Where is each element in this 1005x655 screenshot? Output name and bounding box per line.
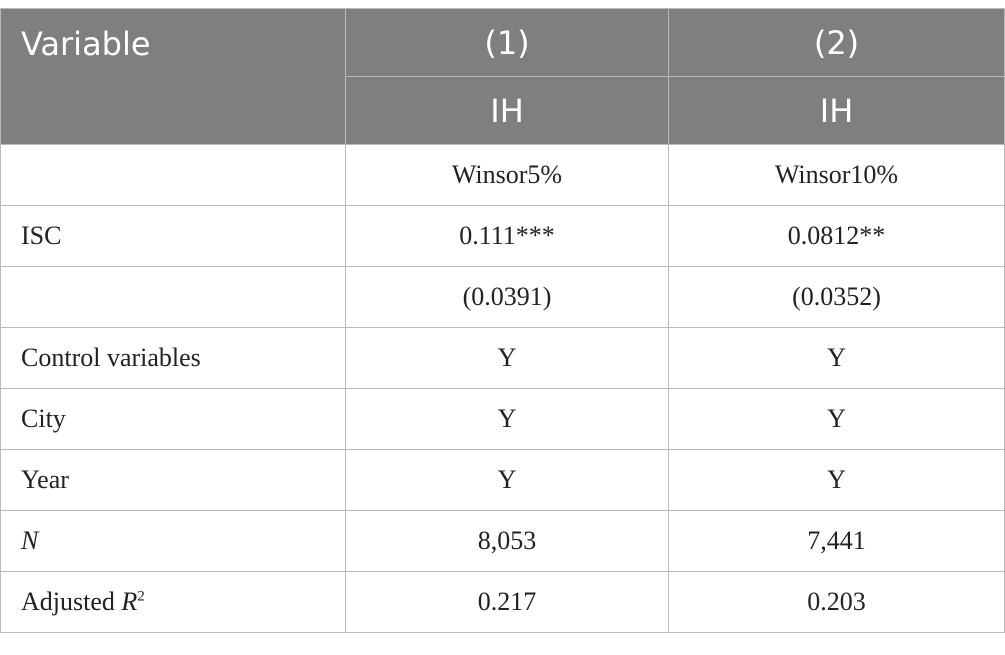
row-value-2: 0.0812** [668, 205, 1005, 267]
table-row: City Y Y [0, 388, 1005, 450]
table-row: Control variables Y Y [0, 327, 1005, 389]
table-header: Variable (1) (2) IH IH [0, 8, 1005, 145]
row-label: Year [0, 449, 346, 511]
row-value-1: 0.111*** [345, 205, 669, 267]
row-label: N [0, 510, 346, 572]
dependent-header-1: IH [345, 76, 669, 145]
row-value-1: Winsor5% [345, 144, 669, 206]
row-label [0, 144, 346, 206]
table-row: ISC 0.111*** 0.0812** [0, 205, 1005, 267]
r-squared-superscript: 2 [137, 588, 145, 605]
table-body: Winsor5% Winsor10% ISC 0.111*** 0.0812**… [0, 144, 1005, 633]
row-value-1: Y [345, 327, 669, 389]
row-value-2: Y [668, 388, 1005, 450]
header-row-columns: Variable (1) (2) [0, 8, 1005, 145]
row-value-1: Y [345, 449, 669, 511]
row-value-1: 0.217 [345, 571, 669, 633]
row-value-1: (0.0391) [345, 266, 669, 328]
adjusted-r-label: Adjusted R [21, 587, 138, 616]
column-header-2: (2) [668, 8, 1005, 77]
row-value-1: 8,053 [345, 510, 669, 572]
row-label: ISC [0, 205, 346, 267]
regression-table: Variable (1) (2) IH IH Winsor5% Winsor10… [0, 8, 1005, 633]
row-label: Adjusted R2 [0, 571, 346, 633]
row-value-2: 7,441 [668, 510, 1005, 572]
row-label [0, 266, 346, 328]
table-row: Year Y Y [0, 449, 1005, 511]
table-row: Winsor5% Winsor10% [0, 144, 1005, 206]
r-letter: R [121, 587, 138, 616]
row-value-2: Y [668, 449, 1005, 511]
header-row-dependent: IH IH [1, 76, 1005, 145]
table-row: Adjusted R2 0.217 0.203 [0, 571, 1005, 633]
table-row: (0.0391) (0.0352) [0, 266, 1005, 328]
row-value-2: Winsor10% [668, 144, 1005, 206]
row-label: City [0, 388, 346, 450]
dependent-header-2: IH [668, 76, 1005, 145]
row-value-2: (0.0352) [668, 266, 1005, 328]
variable-header: Variable [0, 8, 346, 145]
row-value-1: Y [345, 388, 669, 450]
row-value-2: 0.203 [668, 571, 1005, 633]
table-row: N 8,053 7,441 [0, 510, 1005, 572]
row-label: Control variables [0, 327, 346, 389]
row-value-2: Y [668, 327, 1005, 389]
column-header-1: (1) [345, 8, 669, 77]
